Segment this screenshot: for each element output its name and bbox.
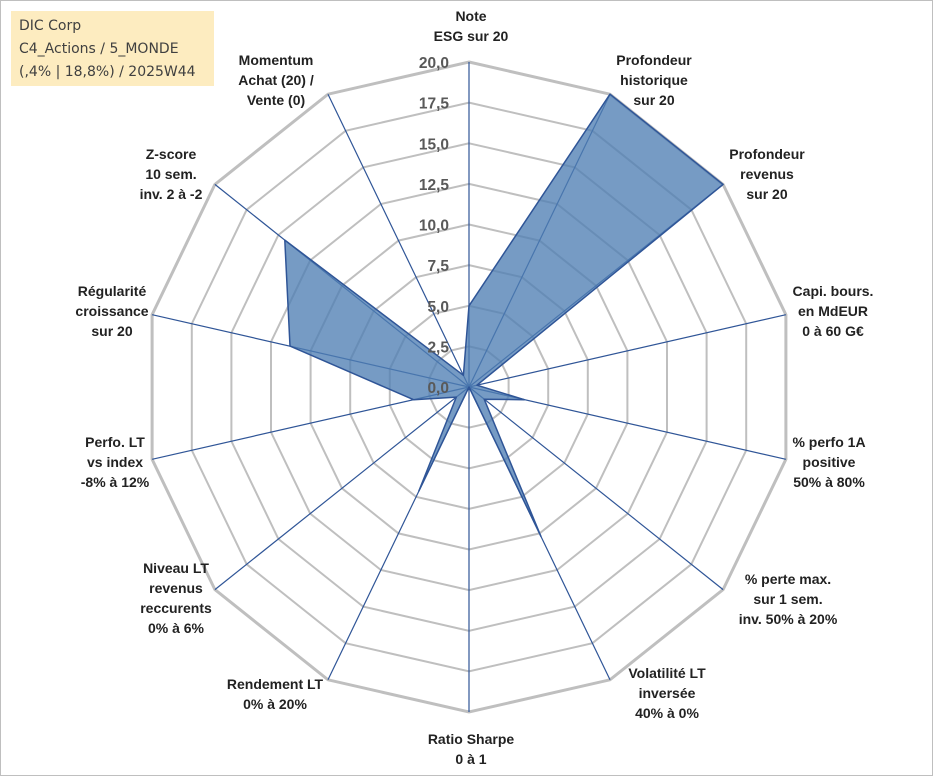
- axis-label: Z-score 10 sem. inv. 2 à -2: [140, 146, 203, 202]
- tick-labels: 0,0 2,5 5,0 7,5 10,0 12,5 15,0 17,5 20,0: [419, 55, 450, 397]
- axis-label: Momentum Achat (20) / Vente (0): [238, 52, 314, 108]
- tick-label: 15,0: [419, 136, 449, 153]
- tick-label: 20,0: [419, 55, 449, 72]
- title-box: DIC Corp C4_Actions / 5_MONDE (,4% | 18,…: [11, 11, 214, 86]
- axis-label: Niveau LT revenus reccurents 0% à 6%: [140, 560, 212, 636]
- axis-spoke: [327, 93, 470, 388]
- axis-label: Capi. bours. en MdEUR 0 à 60 G€: [793, 283, 874, 339]
- tick-label: 12,5: [419, 177, 450, 194]
- tick-label: 5,0: [427, 299, 449, 316]
- axis-label: Profondeur revenus sur 20: [729, 146, 805, 202]
- title-stats: (,4% | 18,8%) / 2025W44: [19, 64, 196, 80]
- axis-label: Note ESG sur 20: [434, 8, 509, 44]
- axis-labels: Note ESG sur 20 Profondeur historique sur 20…: [75, 8, 873, 767]
- axis-spoke: [468, 314, 787, 388]
- title-company: DIC Corp: [19, 18, 82, 34]
- series-layer: [284, 93, 724, 538]
- axis-label: Volatilité LT inversée 40% à 0%: [628, 665, 706, 721]
- series-area: [284, 93, 724, 538]
- axis-label: Profondeur historique sur 20: [616, 52, 692, 108]
- axis-spoke: [214, 386, 470, 591]
- tick-label: 7,5: [427, 258, 449, 275]
- axis-spoke: [468, 386, 724, 591]
- axis-label: Régularité croissance sur 20: [75, 283, 148, 339]
- axis-label: Perfo. LT vs index -8% à 12%: [81, 434, 150, 490]
- axis-label: Rendement LT 0% à 20%: [227, 676, 324, 712]
- tick-label: 10,0: [419, 218, 449, 235]
- title-category: C4_Actions / 5_MONDE: [19, 41, 179, 57]
- tick-label: 17,5: [419, 96, 450, 113]
- axis-label: % perte max. sur 1 sem. inv. 50% à 20%: [739, 571, 838, 627]
- tick-label: 0,0: [427, 380, 449, 397]
- tick-label: 2,5: [427, 339, 449, 356]
- axis-label: % perfo 1A positive 50% à 80%: [792, 434, 865, 490]
- axis-label: Ratio Sharpe 0 à 1: [428, 731, 515, 767]
